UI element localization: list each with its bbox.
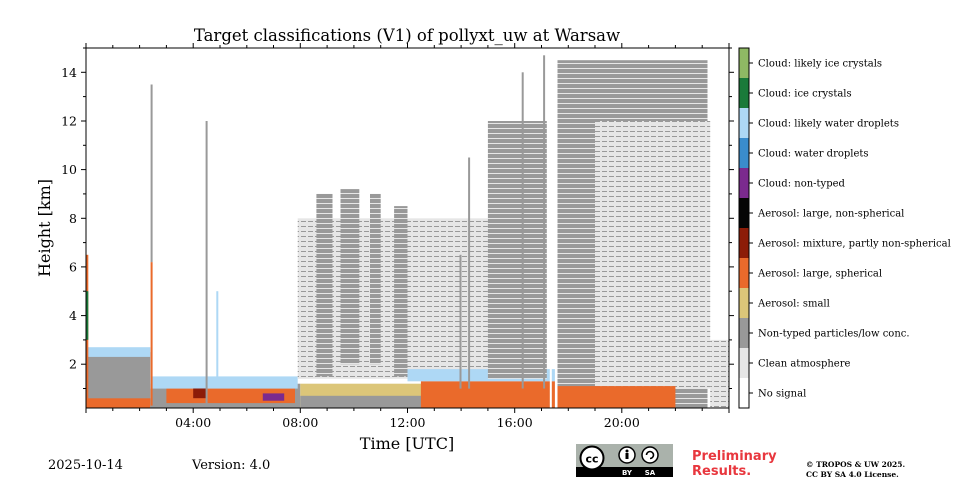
- heatmap-region: [557, 386, 676, 408]
- heatmap-region: [420, 381, 555, 408]
- footer-date: 2025-10-14: [48, 458, 123, 473]
- cc-icon: [579, 445, 605, 471]
- legend-swatch: [739, 108, 749, 138]
- y-tick-label: 12: [61, 114, 77, 129]
- y-tick-label: 6: [69, 259, 77, 274]
- heatmap-region: [340, 189, 360, 365]
- legend-swatch: [739, 138, 749, 168]
- y-axis: 2 4 6 8 10 12 14: [61, 47, 734, 389]
- legend-colorbar: Cloud: likely ice crystals Cloud: ice cry…: [738, 47, 951, 409]
- x-tick-label: 08:00: [282, 415, 318, 430]
- legend-label: Non-typed particles/low conc.: [758, 329, 910, 340]
- x-axis-label: Time [UTC]: [360, 434, 454, 453]
- cc-license-badge: cc BY SA: [576, 444, 673, 477]
- heatmap-streak: [468, 157, 471, 389]
- heatmap-region: [370, 193, 381, 365]
- heatmap-region: [710, 339, 729, 408]
- legend-swatch: [739, 198, 749, 228]
- heatmap-streak: [521, 72, 524, 389]
- chart-title: Target classifications (V1) of pollyxt_u…: [194, 26, 620, 45]
- heatmap-region: [487, 121, 547, 379]
- plot-spikes: [86, 48, 558, 408]
- legend-label: Aerosol: mixture, partly non-spherical: [757, 239, 951, 250]
- heatmap-streak: [555, 48, 558, 408]
- legend-label: Cloud: water droplets: [758, 149, 869, 160]
- legend-swatch: [739, 318, 749, 348]
- heatmap-region: [316, 193, 333, 377]
- y-tick-label: 14: [61, 65, 77, 80]
- legend-swatch: [739, 48, 749, 78]
- x-tick-label: 20:00: [604, 415, 640, 430]
- legend-swatch: [739, 258, 749, 288]
- legend-swatch: [739, 168, 749, 198]
- legend-label: Cloud: likely ice crystals: [758, 59, 882, 70]
- heatmap-streak: [543, 55, 546, 389]
- y-tick-label: 10: [61, 162, 77, 177]
- legend-label: Cloud: non-typed: [758, 179, 846, 190]
- x-axis: 04:00 08:00 12:00 16:00 20:00: [85, 43, 730, 430]
- copyright-notice: © TROPOS & UW 2025. CC BY SA 4.0 License…: [806, 460, 905, 480]
- legend-swatch: [739, 378, 749, 408]
- legend-label: Cloud: likely water droplets: [758, 119, 899, 130]
- heatmap-region: [262, 393, 285, 401]
- heatmap-streak: [205, 121, 208, 406]
- y-tick-label: 8: [69, 211, 77, 226]
- plot-area: [86, 60, 729, 408]
- heatmap-streak: [86, 291, 89, 340]
- heatmap-streak: [150, 84, 153, 263]
- by-icon-label: BY: [622, 469, 633, 477]
- copyright-line-2: CC BY SA 4.0 License.: [806, 470, 899, 479]
- heatmap-region: [394, 206, 408, 377]
- heatmap-streak: [150, 262, 153, 406]
- legend-swatch: [739, 228, 749, 258]
- y-tick-label: 4: [69, 308, 77, 323]
- sa-icon-label: SA: [645, 469, 656, 477]
- legend-label: Aerosol: large, spherical: [757, 269, 882, 280]
- preliminary-line-1: Preliminary: [692, 449, 777, 464]
- x-tick-label: 04:00: [175, 415, 211, 430]
- heatmap-streak: [459, 254, 462, 389]
- heatmap-region: [595, 121, 711, 389]
- heatmap-region: [150, 376, 298, 389]
- cc-icon-label: cc: [585, 453, 598, 466]
- preliminary-notice: Preliminary Results.: [692, 449, 777, 479]
- x-tick-label: 12:00: [389, 415, 425, 430]
- x-tick-label: 16:00: [497, 415, 533, 430]
- heatmap-region: [86, 398, 151, 408]
- y-axis-label: Height [km]: [35, 179, 54, 277]
- legend-swatch: [739, 348, 749, 378]
- footer-version: Version: 4.0: [192, 458, 271, 473]
- copyright-line-1: © TROPOS & UW 2025.: [806, 460, 906, 469]
- preliminary-line-2: Results.: [692, 464, 752, 479]
- sa-icon: [641, 446, 659, 464]
- legend-label: Aerosol: small: [757, 299, 830, 310]
- legend-swatch: [739, 78, 749, 108]
- legend-label: No signal: [758, 389, 806, 400]
- legend-label: Cloud: ice crystals: [758, 89, 852, 100]
- heatmap-region: [86, 347, 151, 357]
- y-tick-label: 2: [69, 357, 77, 372]
- legend-label: Aerosol: large, non-spherical: [757, 209, 904, 220]
- legend-frame: [738, 47, 750, 409]
- legend-swatch: [739, 288, 749, 318]
- heatmap-region: [193, 388, 207, 399]
- legend-label: Clean atmosphere: [758, 359, 851, 370]
- heatmap-streak: [216, 291, 219, 389]
- heatmap-streak: [549, 48, 552, 408]
